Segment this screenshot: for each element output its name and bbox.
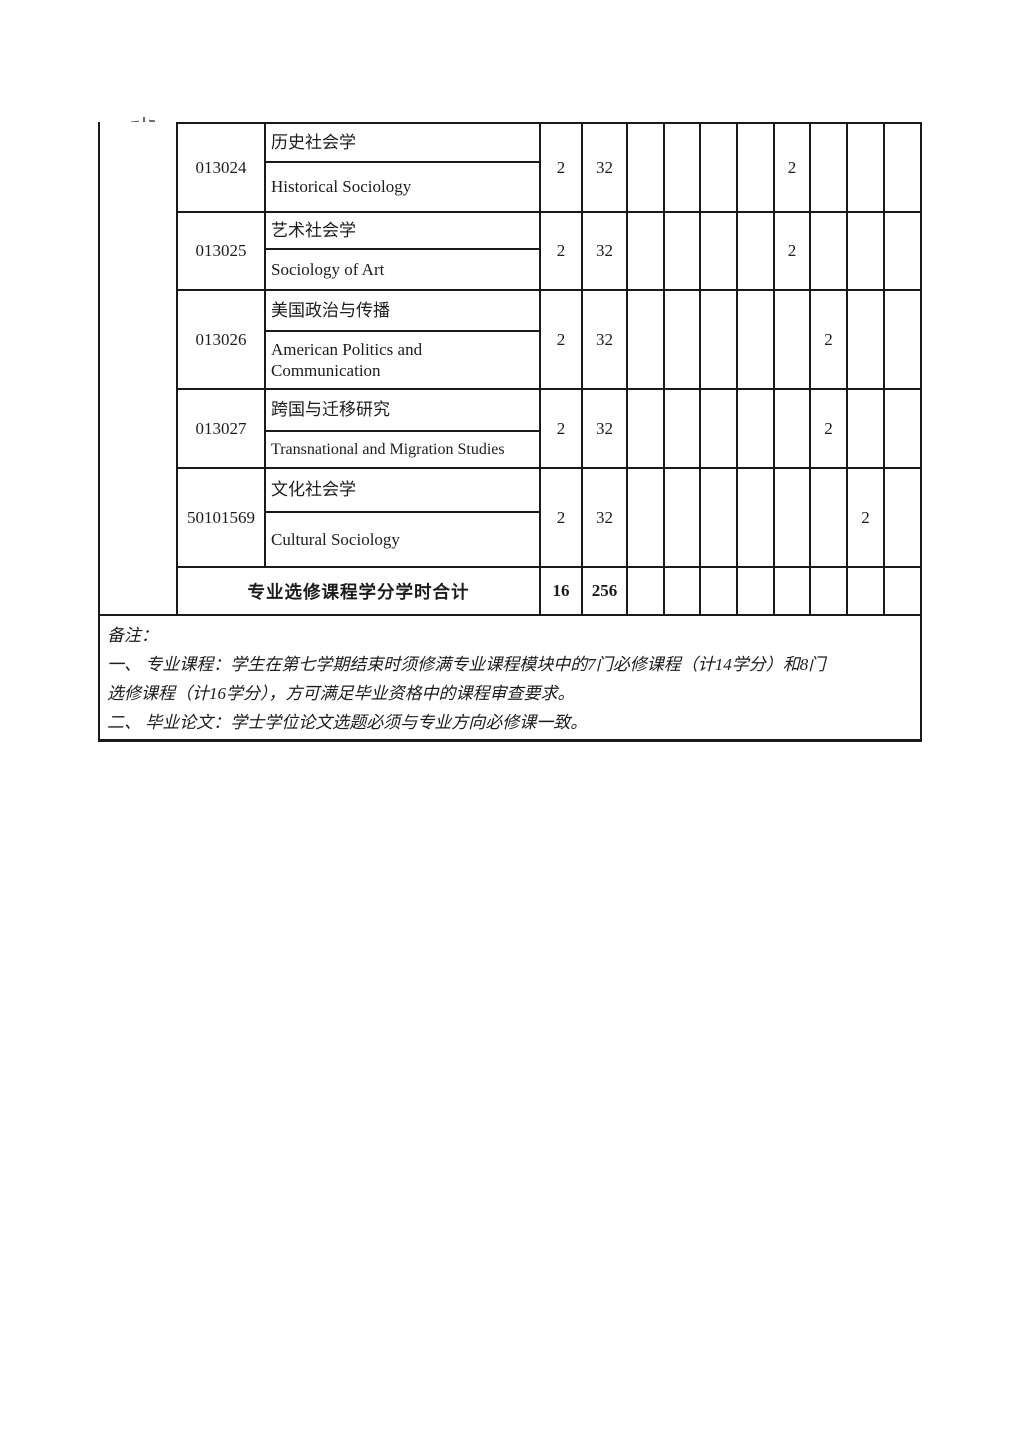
summary-label-cell: 专业选修课程学分学时合计 (178, 568, 541, 616)
semester-cell (885, 291, 922, 390)
credits-cell: 2 (541, 213, 583, 291)
semester-cell (885, 469, 922, 568)
notes-heading: 备注： (107, 626, 158, 645)
semester-cell (811, 568, 848, 616)
semester-cell (848, 213, 885, 291)
semester-cell (775, 469, 811, 568)
semester-cell (628, 291, 665, 390)
semester-cell (811, 213, 848, 291)
semester-cell (665, 568, 701, 616)
semester-cell: 2 (848, 469, 885, 568)
semester-cell: 2 (775, 213, 811, 291)
semester-cell (701, 469, 738, 568)
semester-cell (885, 390, 922, 469)
note-line: 选修课程（计16学分），方可满足毕业资格中的课程审查要求。 (107, 684, 575, 703)
semester-cell (775, 568, 811, 616)
semester-cell (811, 469, 848, 568)
semester-cell (738, 122, 775, 213)
semester-cell (811, 122, 848, 213)
semester-cell (885, 122, 922, 213)
course-name-en-cell: American Politics and Communication (266, 332, 541, 390)
semester-cell (738, 390, 775, 469)
course-name-en-cell: Cultural Sociology (266, 513, 541, 568)
hours-cell: 32 (583, 122, 628, 213)
semester-cell (628, 568, 665, 616)
note-line: 一、 专业课程：学生在第七学期结束时须修满专业课程模块中的7门必修课程（计14学… (107, 655, 826, 674)
summary-credits-cell: 16 (541, 568, 583, 616)
semester-cell (701, 568, 738, 616)
course-code-cell: 50101569 (178, 469, 266, 568)
semester-cell (665, 390, 701, 469)
semester-cell (848, 568, 885, 616)
page-break-text-remnant (130, 117, 159, 125)
credits-cell: 2 (541, 469, 583, 568)
semester-cell (701, 390, 738, 469)
semester-cell (628, 390, 665, 469)
semester-cell (665, 291, 701, 390)
semester-cell (701, 122, 738, 213)
course-name-cn-cell: 艺术社会学 (266, 213, 541, 250)
semester-cell (628, 122, 665, 213)
semester-cell: 2 (811, 291, 848, 390)
semester-cell: 2 (775, 122, 811, 213)
semester-cell (885, 568, 922, 616)
credits-cell: 2 (541, 122, 583, 213)
course-name-en-cell: Historical Sociology (266, 163, 541, 213)
course-code-cell: 013027 (178, 390, 266, 469)
semester-cell (701, 291, 738, 390)
course-name-en-cell: Transnational and Migration Studies (266, 432, 541, 469)
note-line: 二、 毕业论文：学士学位论文选题必须与专业方向必修课一致。 (107, 713, 588, 732)
semester-cell (885, 213, 922, 291)
hours-cell: 32 (583, 469, 628, 568)
semester-cell (738, 469, 775, 568)
course-name-cn-cell: 跨国与迁移研究 (266, 390, 541, 432)
course-code-cell: 013026 (178, 291, 266, 390)
course-name-en-cell: Sociology of Art (266, 250, 541, 291)
semester-cell (628, 469, 665, 568)
semester-cell: 2 (811, 390, 848, 469)
course-name-cn-cell: 历史社会学 (266, 122, 541, 163)
semester-cell (665, 469, 701, 568)
semester-cell (628, 213, 665, 291)
semester-cell (665, 122, 701, 213)
semester-cell (738, 213, 775, 291)
credits-cell: 2 (541, 390, 583, 469)
hours-cell: 32 (583, 213, 628, 291)
course-code-cell: 013025 (178, 213, 266, 291)
semester-cell (701, 213, 738, 291)
course-code-cell: 013024 (178, 122, 266, 213)
credits-cell: 2 (541, 291, 583, 390)
notes-section: 备注： 一、 专业课程：学生在第七学期结束时须修满专业课程模块中的7门必修课程（… (98, 616, 922, 742)
semester-cell (738, 568, 775, 616)
semester-cell (848, 390, 885, 469)
course-name-cn-cell: 美国政治与传播 (266, 291, 541, 332)
hours-cell: 32 (583, 390, 628, 469)
semester-cell (775, 390, 811, 469)
category-column-cell (98, 122, 178, 616)
semester-cell (775, 291, 811, 390)
semester-cell (665, 213, 701, 291)
semester-cell (848, 291, 885, 390)
course-name-cn-cell: 文化社会学 (266, 469, 541, 513)
semester-cell (848, 122, 885, 213)
semester-cell (738, 291, 775, 390)
hours-cell: 32 (583, 291, 628, 390)
summary-hours-cell: 256 (583, 568, 628, 616)
